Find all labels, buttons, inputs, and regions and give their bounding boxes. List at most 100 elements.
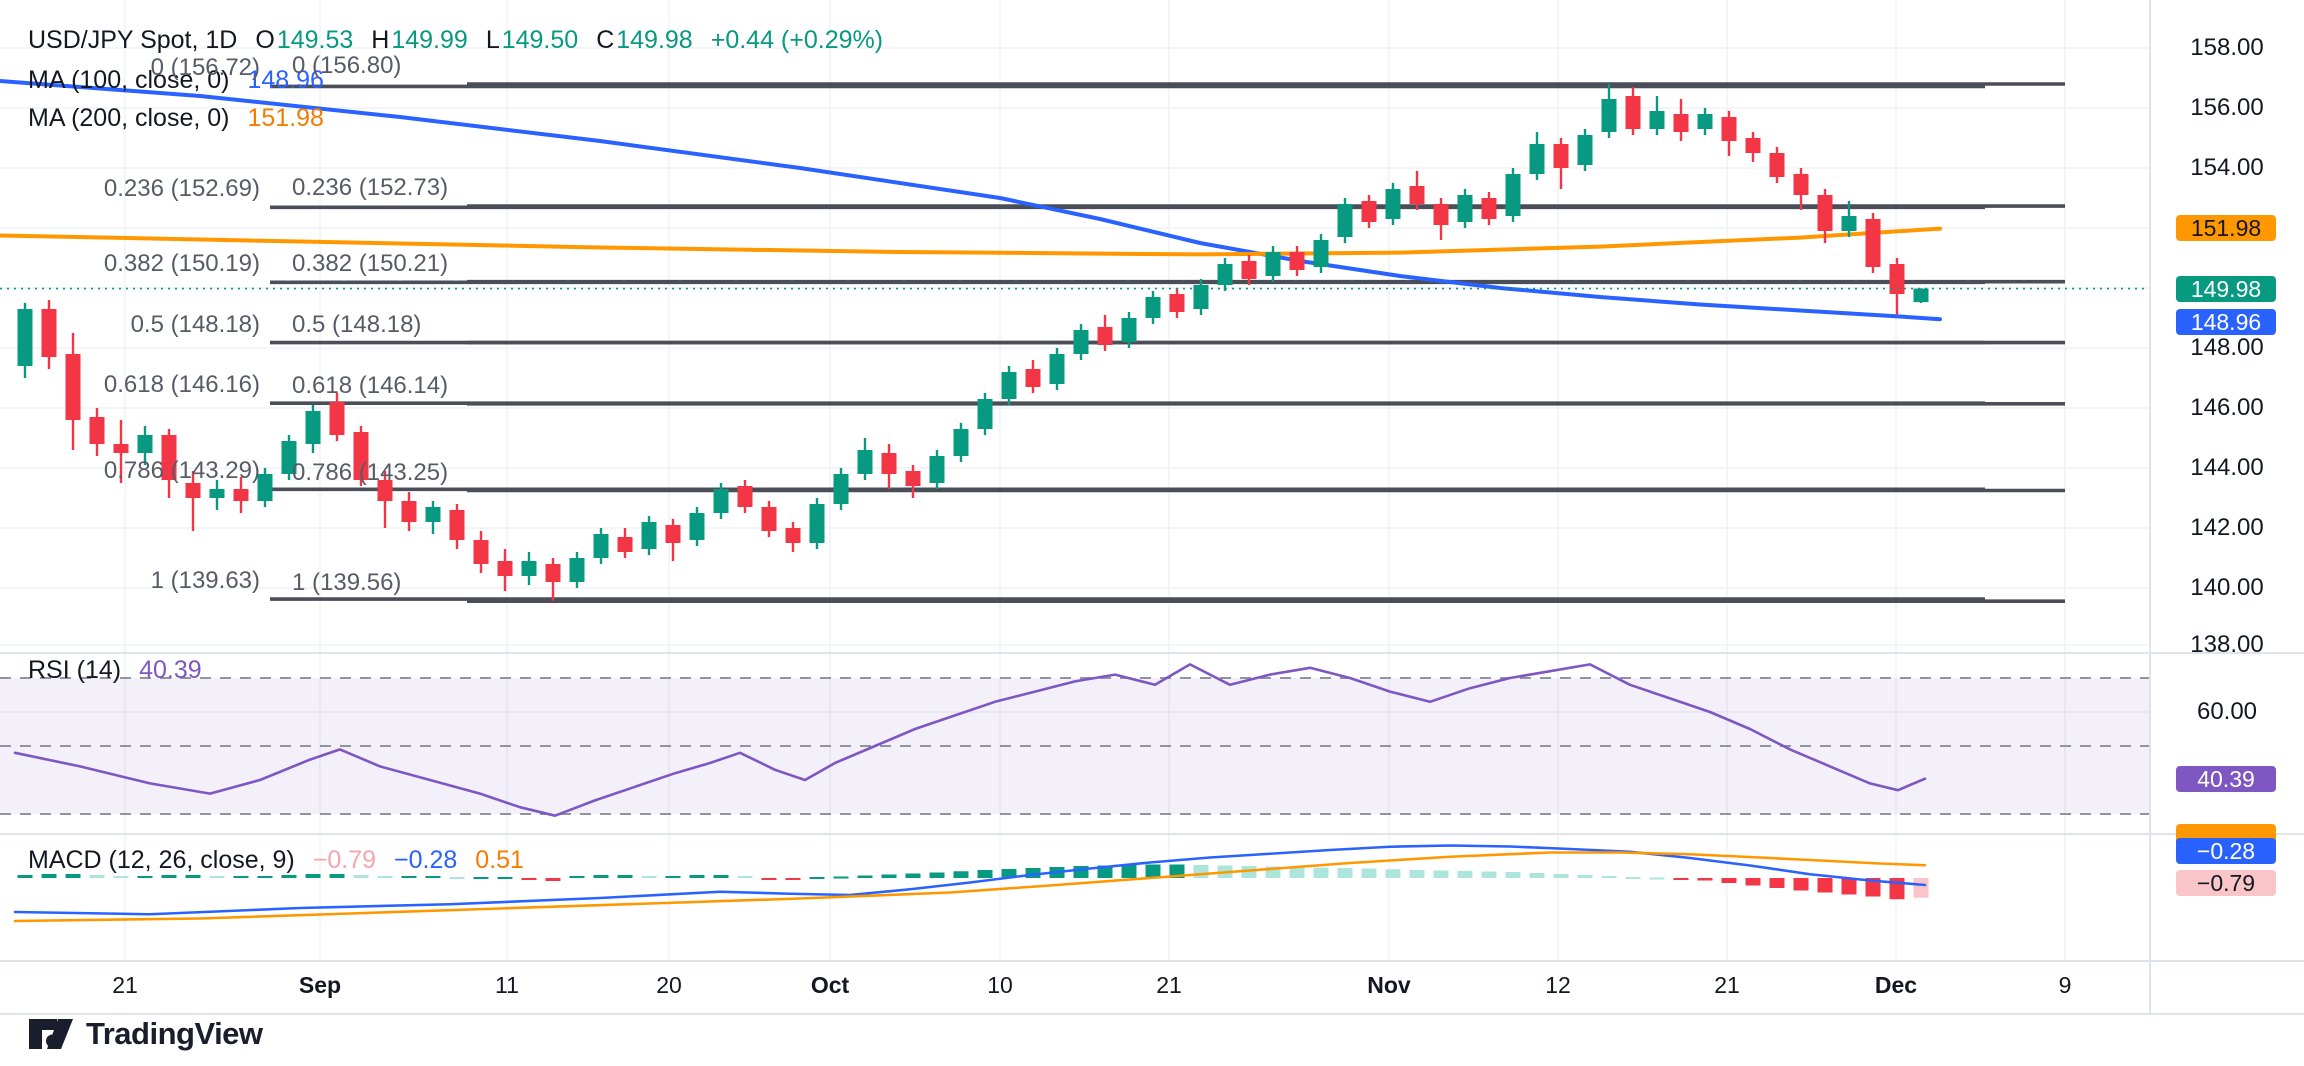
candle-body (1697, 114, 1713, 129)
price-axis-label: 138.00 (2190, 631, 2264, 658)
candle-body (1385, 189, 1401, 219)
candle-body (497, 561, 513, 576)
candle-body (113, 444, 129, 453)
ohlc-pair: H 149.99 (371, 26, 468, 54)
fib-label: 0 (156.72) (150, 54, 260, 82)
candle-body (1481, 198, 1497, 219)
macd-histogram-bar (905, 873, 921, 878)
macd-histogram-bar (881, 874, 897, 878)
candle-body (1601, 99, 1617, 132)
macd-label: MACD (12, 26, close, 9) (28, 846, 295, 874)
macd-histogram-bar (953, 871, 969, 878)
macd-histogram-bar (1025, 868, 1041, 878)
candle-body (809, 504, 825, 543)
macd-legend[interactable]: MACD (12, 26, close, 9) −0.79 −0.28 0.51 (28, 846, 524, 874)
candle-body (425, 507, 441, 522)
ma200-line (0, 226, 1942, 257)
candle-body (1025, 369, 1041, 387)
candle-body (161, 435, 177, 480)
fib-label: 1 (139.63) (150, 567, 260, 595)
tradingview-logo[interactable]: TradingView (28, 1016, 263, 1052)
macd-histogram-bar (257, 876, 273, 878)
candle-body (1289, 252, 1305, 270)
tradingview-logo-text: TradingView (86, 1016, 263, 1051)
candle-body (1049, 354, 1065, 384)
macd-histogram-bar (1001, 869, 1017, 878)
price-axis-label: 146.00 (2190, 394, 2264, 421)
macd-histogram-bar (857, 875, 873, 878)
candle-body (1457, 195, 1473, 222)
macd-histogram-bar (137, 876, 153, 878)
price-axis-label: 154.00 (2190, 154, 2264, 181)
macd-histogram-bar (17, 875, 33, 878)
price-axis-label: 158.00 (2190, 34, 2264, 61)
macd-histogram-bar (473, 877, 489, 879)
ma100-label: MA (100, close, 0) (28, 66, 230, 94)
candle-body (281, 441, 297, 474)
ma100-legend[interactable]: MA (100, close, 0) 148.96 (28, 66, 324, 94)
macd-histogram-bar (977, 870, 993, 878)
candle-body (569, 558, 585, 582)
candle-body (329, 402, 345, 435)
macd-histogram-bar (713, 875, 729, 878)
macd-histogram-bar (1385, 869, 1401, 878)
macd-histogram-bar (1145, 864, 1161, 878)
macd-histogram-bar (521, 878, 537, 880)
candle-body (1769, 153, 1785, 177)
candle-body (1505, 174, 1521, 216)
symbol-legend[interactable]: USD/JPY Spot, 1D O 149.53 H 149.99 L 149.50 C 1… (28, 26, 883, 54)
macd-histogram-bar (281, 875, 297, 878)
time-axis-label: 21 (112, 972, 138, 998)
rsi-legend[interactable]: RSI (14) 40.39 (28, 656, 202, 684)
candle-body (713, 489, 729, 513)
ma200-label: MA (200, close, 0) (28, 104, 230, 132)
macd-histogram-bar (1361, 868, 1377, 878)
time-axis-label: 10 (987, 972, 1013, 998)
candle-body (857, 450, 873, 474)
candle-body (665, 525, 681, 543)
candle-body (257, 474, 273, 501)
macd-histogram-bar (1913, 878, 1929, 898)
candle-body (545, 564, 561, 582)
macd-histogram-bar (809, 877, 825, 879)
candle-body (1169, 294, 1185, 312)
macd-histogram-bar (1769, 878, 1785, 888)
candle-body (1649, 111, 1665, 129)
candle-body (233, 489, 249, 501)
candle-body (1121, 318, 1137, 342)
ohlc-pair: L 149.50 (485, 26, 579, 54)
fib-label: 0.236 (152.69) (103, 175, 260, 203)
candle-body (17, 309, 33, 366)
candle-body (1313, 240, 1329, 267)
rsi-label: RSI (14) (28, 656, 122, 684)
macd-histogram-bar (1817, 878, 1833, 893)
candle-body (689, 513, 705, 540)
candle-body (1193, 285, 1209, 309)
macd-histogram-bar (761, 878, 777, 880)
macd-histogram-bar (1457, 871, 1473, 878)
candle-body (737, 486, 753, 507)
macd-histogram-bar (1793, 878, 1809, 891)
fib-label: 0.618 (146.14) (292, 371, 449, 399)
price-axis-label: 156.00 (2190, 94, 2264, 121)
candle-body (449, 510, 465, 540)
candle-body (89, 417, 105, 444)
macd-histogram-bar (689, 875, 705, 878)
fib-label: 0.5 (148.18) (292, 310, 422, 338)
candle-body (353, 432, 369, 480)
candle-body (1529, 144, 1545, 174)
macd-histogram-bar (593, 875, 609, 878)
tradingview-logo-icon (29, 1019, 73, 1049)
macd-line-badge: −0.28 (2176, 838, 2276, 864)
candle-body (1553, 144, 1569, 168)
candle-body (401, 501, 417, 522)
time-axis-label: 9 (2058, 972, 2072, 998)
ma200-legend[interactable]: MA (200, close, 0) 151.98 (28, 104, 324, 132)
price-axis-label: 148.00 (2190, 334, 2264, 361)
candle-body (929, 456, 945, 483)
macd-histogram-bar (737, 876, 753, 878)
candle-body (1841, 216, 1857, 231)
macd-histogram-bar (401, 876, 417, 878)
